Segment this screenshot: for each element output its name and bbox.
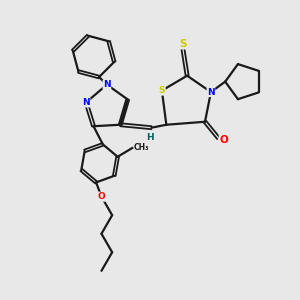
Text: N: N [103,80,111,89]
Text: O: O [219,135,228,145]
Text: CH₃: CH₃ [134,143,149,152]
Text: S: S [179,39,186,49]
Text: O: O [98,192,105,201]
Text: N: N [207,88,215,97]
Text: S: S [159,86,165,95]
Text: H: H [146,133,154,142]
Text: N: N [82,98,90,107]
